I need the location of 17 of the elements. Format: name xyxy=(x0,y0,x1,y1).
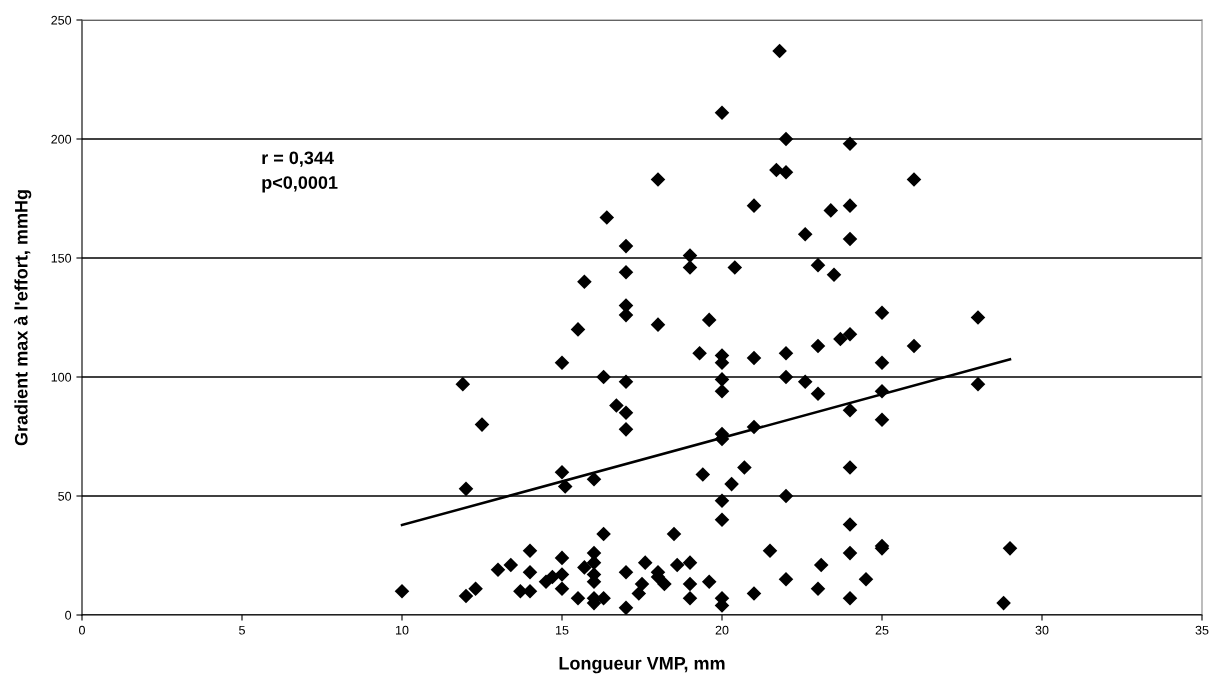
y-tick-label: 250 xyxy=(51,15,72,25)
x-tick-label: 15 xyxy=(556,625,569,635)
y-tick-label: 0 xyxy=(65,610,72,620)
y-tick-label: 200 xyxy=(51,134,72,144)
x-tick-label: 25 xyxy=(875,625,889,635)
x-tick-label: 10 xyxy=(396,625,409,635)
annotation: r = 0,344 p<0,0001 xyxy=(262,151,338,193)
y-tick-label: 50 xyxy=(58,491,72,501)
x-tick-label: 5 xyxy=(239,625,245,635)
y-tick-label: 100 xyxy=(51,372,72,382)
x-tick-label: 30 xyxy=(1035,625,1049,635)
y-tick-label: 150 xyxy=(51,253,72,263)
y-axis-title: Gradient max à l'effort, mmHg xyxy=(14,190,32,446)
x-tick-label: 0 xyxy=(79,625,85,635)
x-tick-label: 20 xyxy=(715,625,729,635)
x-tick-label: 35 xyxy=(1195,625,1209,635)
x-axis-title: Longueur VMP, mm xyxy=(559,657,725,674)
